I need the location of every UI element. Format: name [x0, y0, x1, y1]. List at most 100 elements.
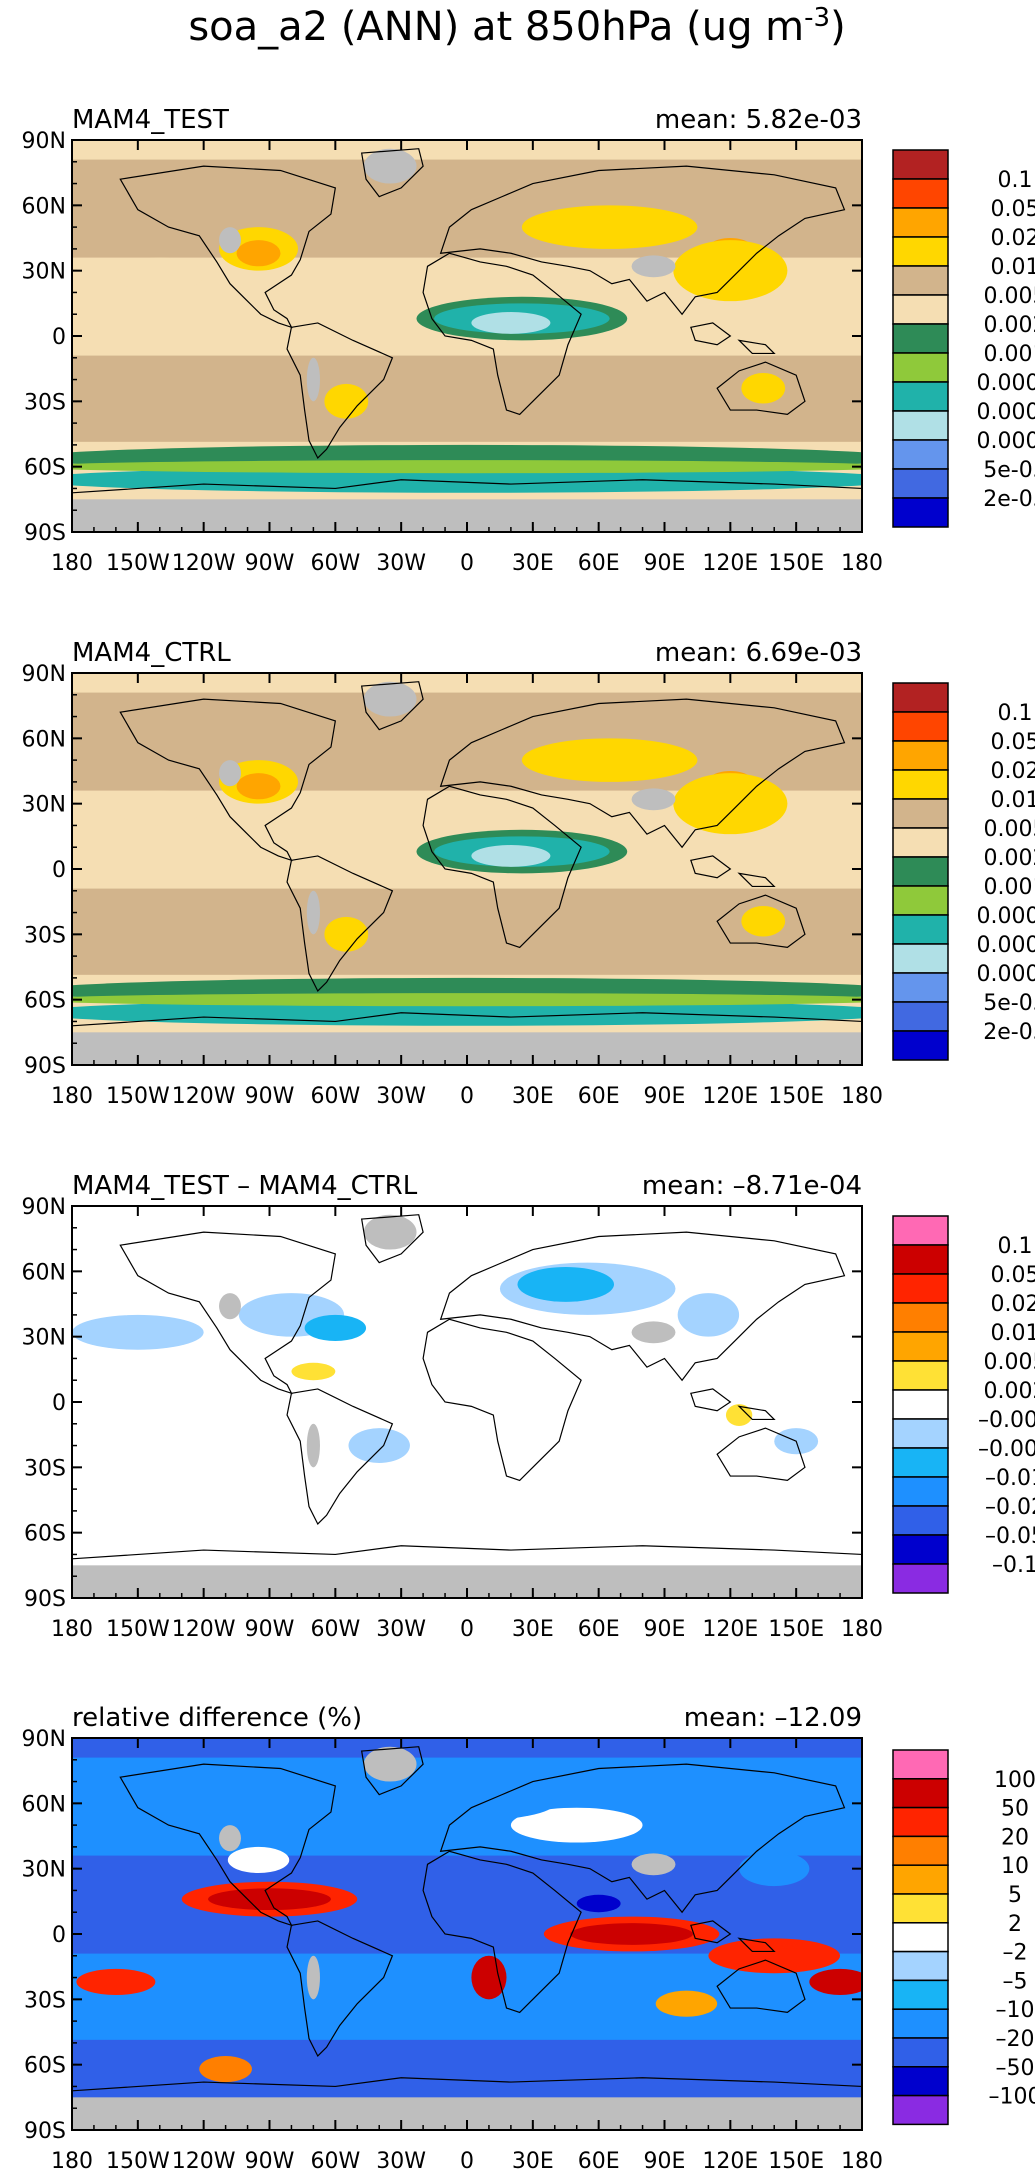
colorbar-swatch: [892, 1893, 949, 1924]
colorbar-label: –0.01: [985, 1466, 1035, 1491]
lon-tick-label: 180: [841, 1617, 883, 1642]
lon-tick-label: 150E: [768, 1617, 824, 1642]
colorbar-swatch: [892, 827, 949, 858]
lon-tick-label: 150W: [106, 1617, 170, 1642]
lat-tick-label: 60N: [22, 727, 66, 752]
lat-tick-label: 90S: [24, 1587, 66, 1612]
colorbar-label: 0.001: [984, 342, 1035, 367]
lat-tick-label: 60N: [22, 1260, 66, 1285]
colorbar-swatch: [892, 149, 949, 180]
lon-tick-label: 30E: [512, 1084, 554, 1109]
lon-tick-label: 120W: [172, 1617, 236, 1642]
colorbar-swatch: [892, 265, 949, 296]
colorbar-swatch: [892, 798, 949, 829]
lon-tick-label: 30E: [512, 1617, 554, 1642]
colorbar-label: 50: [1001, 1797, 1029, 1822]
lon-tick-label: 90W: [245, 2149, 295, 2174]
colorbar-swatch: [892, 1505, 949, 1536]
colorbar-label: 5: [1008, 1883, 1022, 1908]
lat-tick-label: 90N: [22, 129, 66, 154]
lon-tick-label: 150E: [768, 551, 824, 576]
lon-tick-label: 180: [841, 2149, 883, 2174]
colorbar-swatch: [892, 207, 949, 238]
colorbar-swatch: [892, 1360, 949, 1391]
lat-tick-label: 90S: [24, 2119, 66, 2144]
colorbar-label: 0.1: [998, 168, 1033, 193]
lon-tick-label: 90W: [245, 551, 295, 576]
lat-tick-label: 30N: [22, 793, 66, 818]
lat-tick-label: 90S: [24, 521, 66, 546]
colorbar-swatch: [892, 1389, 949, 1420]
lat-tick-label: 30S: [24, 1988, 66, 2013]
lon-tick-label: 60W: [310, 1617, 360, 1642]
colorbar: 100 50 20 10 5 2 –2 –5 –10 –20 –50 –100: [892, 1749, 1035, 2126]
colorbar-swatch: [892, 468, 949, 499]
colorbar-swatch: [892, 1922, 949, 1953]
lat-tick-label: 90N: [22, 1727, 66, 1752]
lon-tick-label: 150W: [106, 1084, 170, 1109]
lon-tick-label: 0: [460, 1084, 474, 1109]
colorbar-swatch: [892, 1835, 949, 1866]
colorbar-label: –20: [996, 2027, 1035, 2052]
colorbar-swatch: [892, 943, 949, 974]
colorbar-swatch: [892, 1778, 949, 1809]
lon-tick-label: 150W: [106, 2149, 170, 2174]
lat-tick-label: 0: [52, 1923, 66, 1948]
lon-tick-label: 0: [460, 1617, 474, 1642]
colorbar-swatch: [892, 381, 949, 412]
panel-mean: mean: 5.82e-03: [655, 105, 862, 135]
map-field: [72, 1206, 862, 1598]
colorbar-swatch: [892, 972, 949, 1003]
colorbar-label: 0.02: [991, 759, 1035, 784]
colorbar-label: 100: [994, 1768, 1035, 1793]
colorbar-label: 0.0001: [977, 429, 1035, 454]
colorbar-label: 0.002: [984, 1379, 1035, 1404]
colorbar-swatch: [892, 352, 949, 383]
lon-tick-label: 150E: [768, 2149, 824, 2174]
colorbar-label: 5e-05: [983, 991, 1035, 1016]
lon-tick-label: 150W: [106, 551, 170, 576]
lon-tick-label: 60E: [578, 551, 620, 576]
colorbar-swatch: [892, 856, 949, 887]
colorbar-label: 0.005: [984, 284, 1035, 309]
lon-tick-label: 90W: [245, 1084, 295, 1109]
colorbar-label: 0.01: [991, 255, 1035, 280]
map-panel: relative difference (%) mean: –12.09 90N 60…: [22, 1703, 1035, 2174]
colorbar-swatch: [892, 1979, 949, 2010]
colorbar-swatch: [892, 1418, 949, 1449]
map-field: [72, 673, 862, 1065]
lon-tick-label: 30W: [376, 1084, 426, 1109]
panel-title: MAM4_TEST – MAM4_CTRL: [72, 1171, 418, 1201]
lat-tick-label: 60S: [24, 989, 66, 1014]
colorbar-swatch: [892, 1447, 949, 1478]
colorbar-swatch: [892, 885, 949, 916]
lat-tick-label: 0: [52, 858, 66, 883]
lon-tick-label: 60W: [310, 1084, 360, 1109]
lon-tick-label: 60W: [310, 2149, 360, 2174]
lat-tick-label: 30N: [22, 1858, 66, 1883]
colorbar-swatch: [892, 1864, 949, 1895]
colorbar-label: 2: [1008, 1912, 1022, 1937]
colorbar-swatch: [892, 1244, 949, 1275]
lon-tick-label: 180: [841, 1084, 883, 1109]
lon-tick-label: 120W: [172, 1084, 236, 1109]
colorbar-label: –0.1: [992, 1553, 1035, 1578]
colorbar-label: 0.001: [984, 875, 1035, 900]
colorbar-swatch: [892, 236, 949, 267]
colorbar-label: 10: [1001, 1854, 1029, 1879]
lon-tick-label: 60W: [310, 551, 360, 576]
lon-tick-label: 30E: [512, 2149, 554, 2174]
panel-title: relative difference (%): [72, 1703, 362, 1733]
colorbar-swatch: [892, 1950, 949, 1982]
colorbar-swatch: [892, 294, 949, 325]
colorbar-swatch: [892, 497, 949, 528]
colorbar-swatch: [892, 2066, 949, 2097]
colorbar-label: 2e-05: [983, 1020, 1035, 1045]
colorbar-swatch: [892, 1806, 949, 1838]
colorbar-swatch: [892, 1001, 949, 1032]
map-panel: MAM4_CTRL mean: 6.69e-03 90N 60N 30N 0 30S 60S 9…: [22, 638, 1035, 1109]
colorbar-label: –0.05: [985, 1524, 1035, 1549]
colorbar-label: –10: [996, 1998, 1035, 2023]
colorbar-swatch: [892, 711, 949, 742]
